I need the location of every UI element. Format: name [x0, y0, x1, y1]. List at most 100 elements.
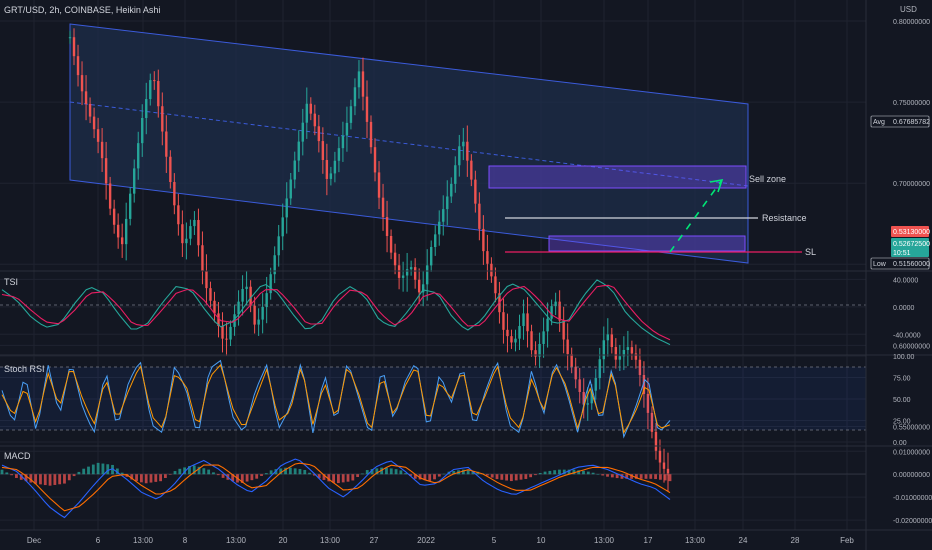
candle-body: [438, 221, 441, 235]
macd-histogram-bar: [149, 474, 153, 483]
y-tick-label: -40.0000: [893, 332, 921, 339]
y-axis-labels: 0.800000000.750000000.700000000.65000000…: [893, 19, 932, 525]
macd-histogram-bar: [202, 468, 206, 475]
candle-body: [137, 143, 140, 169]
candlesticks: [68, 28, 670, 492]
macd-line: [1, 458, 671, 519]
macd-histogram-bar: [183, 467, 187, 475]
candle-body: [470, 160, 473, 180]
macd-histogram-bar: [178, 468, 182, 475]
macd-histogram-bar: [255, 474, 259, 479]
macd-histogram-bar: [534, 474, 537, 476]
candle-body: [666, 468, 670, 476]
candle-body: [157, 80, 160, 107]
candle-body: [197, 219, 200, 246]
candle-body: [241, 289, 244, 302]
candle-body: [96, 129, 100, 142]
candle-body: [446, 196, 449, 210]
candle-body: [574, 366, 577, 380]
x-tick-label: 27: [370, 536, 379, 545]
candle-body: [189, 226, 192, 239]
candle-body: [630, 347, 634, 354]
candle-body: [116, 224, 120, 238]
candle-body: [458, 146, 461, 166]
projection-arrowhead: [709, 178, 724, 193]
candle-body: [149, 80, 152, 100]
macd-histogram-bar: [452, 471, 456, 475]
candle-body: [357, 71, 361, 88]
x-tick-label: 8: [183, 536, 188, 545]
macd-histogram-bar: [29, 474, 33, 483]
candle-body: [554, 301, 557, 307]
candle-body: [213, 300, 216, 314]
candle-body: [421, 284, 425, 293]
macd-histogram-bar: [370, 469, 374, 475]
y-tick-label: 0.55000000: [893, 425, 930, 432]
candle-body: [145, 99, 148, 118]
macd-title: MACD: [4, 451, 31, 461]
candle-body: [377, 172, 381, 198]
x-tick-label: 20: [279, 536, 288, 545]
macd-histogram-bar: [197, 466, 201, 475]
candle-body: [642, 375, 646, 394]
x-tick-label: 17: [644, 536, 653, 545]
x-tick-label: 13:00: [226, 536, 247, 545]
macd-histogram-bar: [389, 468, 393, 475]
candle-body: [462, 141, 465, 147]
candle-body: [369, 121, 373, 148]
candle-body: [558, 301, 561, 321]
macd-histogram-bar: [53, 474, 57, 485]
macd-histogram-bar: [543, 471, 547, 475]
macd-histogram-bar: [380, 467, 384, 475]
candle-body: [205, 270, 208, 289]
macd-histogram-bar: [529, 474, 533, 478]
candle-body: [269, 274, 272, 294]
x-tick-label: 13:00: [133, 536, 154, 545]
stoch-rsi-title: Stoch RSI: [4, 364, 45, 374]
macd-histogram-bar: [591, 472, 595, 475]
candle-body: [193, 219, 196, 227]
candle-body: [237, 301, 240, 315]
macd-histogram-bar: [173, 471, 177, 475]
macd-histogram-bar: [159, 474, 162, 482]
macd-histogram-bar: [260, 474, 263, 476]
candle-body: [277, 236, 280, 256]
candle-body: [602, 340, 605, 360]
candle-body: [120, 237, 124, 245]
candle-body: [72, 37, 76, 57]
candle-body: [141, 117, 144, 144]
macd-histogram-bar: [485, 474, 489, 476]
macd-histogram-bar: [625, 474, 629, 479]
macd-histogram-bar: [567, 469, 571, 475]
macd-histogram-bar: [48, 474, 52, 486]
macd-histogram-bar: [663, 474, 667, 481]
candle-body: [650, 412, 654, 432]
macd-histogram-bar: [471, 471, 475, 475]
last-price-value: 0.52672500: [893, 241, 930, 248]
candle-body: [626, 347, 630, 350]
macd-histogram-bar: [24, 474, 28, 482]
candle-body: [313, 113, 317, 127]
y-tick-label: 40.0000: [893, 277, 918, 284]
candle-body: [112, 208, 116, 225]
candle-body: [385, 217, 389, 236]
candle-body: [550, 306, 553, 319]
macd-histogram-bar: [327, 474, 331, 482]
macd-histogram-bar: [317, 474, 321, 479]
candle-body: [586, 403, 589, 405]
y-tick-label: 0.00000000: [893, 472, 930, 479]
last-price-countdown: 10:51: [893, 250, 911, 257]
low-tag-label: Low: [873, 261, 887, 268]
macd-histogram-bar: [111, 464, 114, 475]
candle-body: [329, 173, 333, 179]
low-tag-value: 0.51560000: [893, 261, 930, 268]
macd-histogram-bar: [423, 474, 427, 481]
candle-body: [221, 326, 224, 339]
candle-body: [662, 462, 666, 469]
annotation-sell-zone: Sell zone: [749, 174, 786, 184]
y-tick-label: 0.01000000: [893, 449, 930, 456]
macd-histogram-bar: [144, 474, 148, 484]
macd-histogram-bar: [341, 474, 345, 483]
macd-histogram-bar: [361, 473, 364, 475]
macd-histogram-bar: [606, 474, 609, 477]
